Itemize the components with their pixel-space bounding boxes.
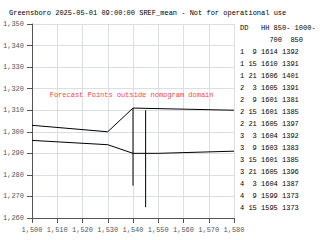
svg-text:1,580: 1,580 [223, 226, 244, 234]
svg-text:4 15 1595 1373: 4 15 1595 1373 [240, 204, 299, 212]
svg-text:1,290: 1,290 [3, 149, 24, 157]
svg-text:1,340: 1,340 [3, 42, 24, 50]
svg-text:3 9 1603 1383: 3 9 1603 1383 [240, 144, 299, 152]
svg-text:1,320: 1,320 [3, 85, 24, 93]
svg-text:1 9 1614 1392: 1 9 1614 1392 [240, 48, 299, 56]
svg-text:2 3 1605 1391: 2 3 1605 1391 [240, 84, 299, 92]
svg-text:Forecast Points outside nomogr: Forecast Points outside nomogram domain [50, 91, 214, 99]
svg-text:1,520: 1,520 [72, 226, 93, 234]
svg-text:1,550: 1,550 [148, 226, 169, 234]
svg-text:1,280: 1,280 [3, 171, 24, 179]
svg-text:1,540: 1,540 [122, 226, 143, 234]
svg-text:1,570: 1,570 [198, 226, 219, 234]
svg-text:2 9 1601 1381: 2 9 1601 1381 [240, 96, 299, 104]
svg-text:2 21 1605 1397: 2 21 1605 1397 [240, 120, 299, 128]
svg-text:4 9 1599 1373: 4 9 1599 1373 [240, 192, 299, 200]
svg-text:1 21 1606 1401: 1 21 1606 1401 [240, 72, 299, 80]
svg-text:DD HH 850- 1000-: DD HH 850- 1000- [240, 24, 316, 32]
svg-text:1,350: 1,350 [3, 20, 24, 28]
svg-text:4 3 1604 1387: 4 3 1604 1387 [240, 180, 299, 188]
svg-text:1,300: 1,300 [3, 128, 24, 136]
svg-text:Greensboro 2025-05-01 09:00:00: Greensboro 2025-05-01 09:00:00 SREF_mean… [9, 9, 286, 17]
svg-text:1,530: 1,530 [97, 226, 118, 234]
svg-text:1,330: 1,330 [3, 63, 24, 71]
svg-text:3 15 1601 1385: 3 15 1601 1385 [240, 156, 299, 164]
svg-text:1,270: 1,270 [3, 192, 24, 200]
svg-text:1,310: 1,310 [3, 106, 24, 114]
svg-text:700 850: 700 850 [240, 36, 303, 44]
svg-text:3 3 1604 1392: 3 3 1604 1392 [240, 132, 299, 140]
svg-text:1 15 1610 1391: 1 15 1610 1391 [240, 60, 299, 68]
svg-text:3 21 1605 1396: 3 21 1605 1396 [240, 168, 299, 176]
svg-text:1,260: 1,260 [3, 214, 24, 222]
svg-text:2 15 1601 1385: 2 15 1601 1385 [240, 108, 299, 116]
svg-text:1,500: 1,500 [21, 226, 42, 234]
svg-text:1,560: 1,560 [173, 226, 194, 234]
svg-text:1,510: 1,510 [47, 226, 68, 234]
